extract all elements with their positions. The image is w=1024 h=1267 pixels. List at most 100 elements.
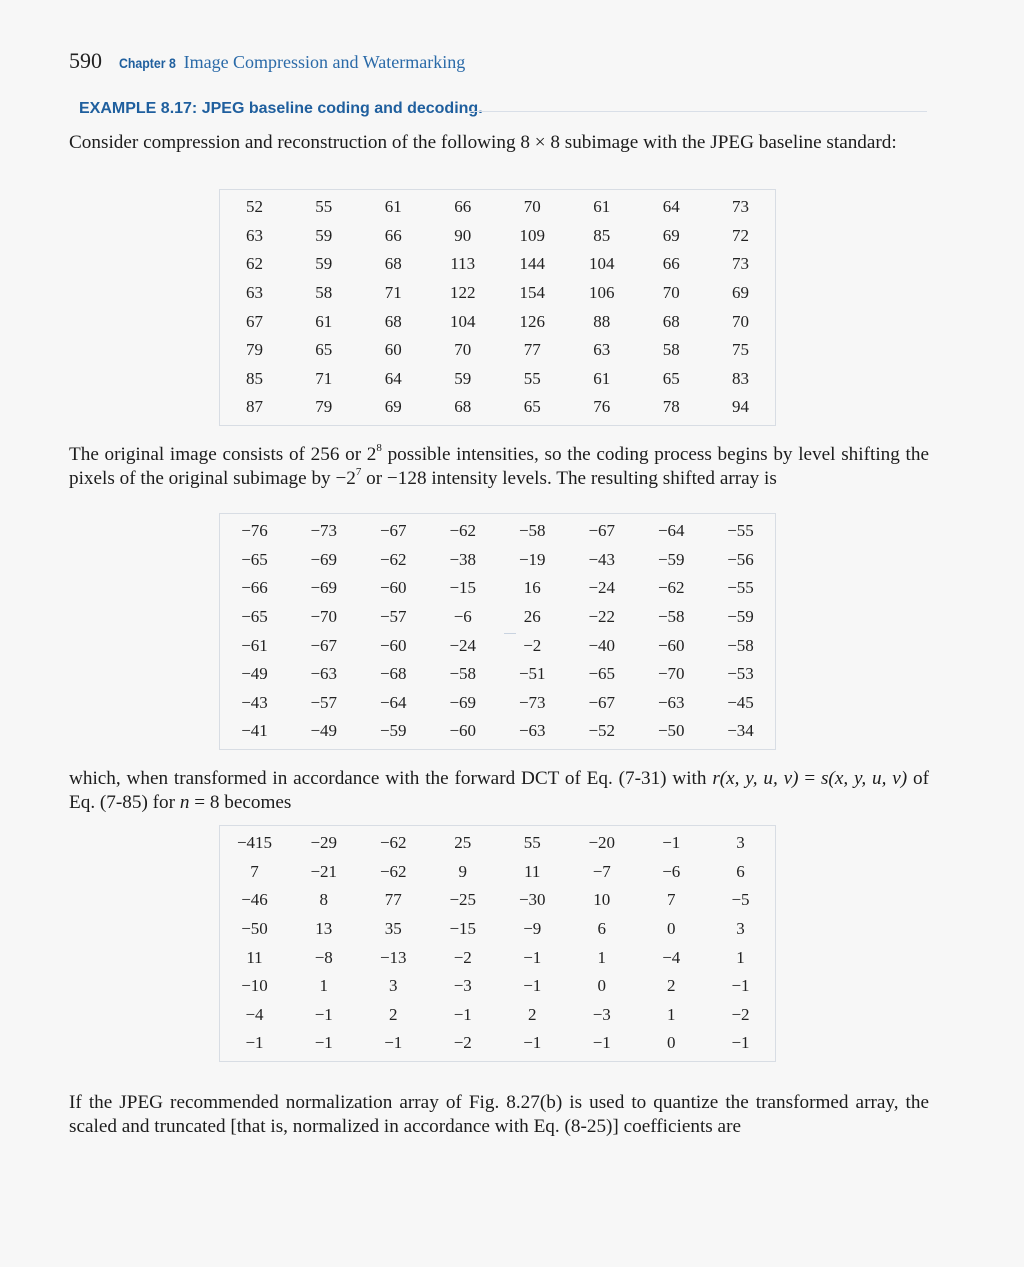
table-cell: −1: [245, 1033, 264, 1053]
table-cell: 55: [315, 197, 333, 217]
table-cell: 55: [523, 833, 541, 853]
table-cell: 59: [315, 225, 333, 245]
table-row: 79 65 60 70 77 63 58 75: [220, 336, 776, 365]
table-cell: −1: [523, 947, 542, 967]
table-cell: −53: [727, 664, 754, 684]
table-cell: 66: [454, 197, 472, 217]
table-cell: −62: [379, 549, 407, 569]
table-cell: −65: [241, 549, 268, 569]
table-cell: 3: [389, 976, 398, 996]
table-cell: −67: [588, 692, 616, 712]
table-cell: −57: [379, 607, 407, 627]
table-cell: 52: [246, 197, 263, 217]
table-cell: 67: [246, 311, 263, 331]
p2-superscript-1: 8: [376, 442, 382, 454]
table-cell: −67: [310, 635, 338, 655]
table-cell: −60: [379, 635, 407, 655]
table-cell: 2: [389, 1004, 398, 1024]
table-cell: 113: [450, 254, 476, 274]
paragraph-quantize: If the JPEG recommended normalization ar…: [69, 1092, 929, 1137]
p3-n-variable: n: [179, 791, 190, 813]
table-cell: 25: [454, 833, 472, 853]
table-cell: −76: [241, 521, 268, 541]
table-cell: −60: [657, 635, 685, 655]
table-cell: 72: [732, 225, 749, 245]
table-row: −415 −29 −62 25 55 −20 −1 3: [220, 826, 776, 858]
table-row: −66 −69 −60 −15 16 −24 −62 −55: [220, 574, 776, 603]
table-cell: 63: [246, 225, 263, 245]
table-cell: −64: [657, 521, 685, 541]
table-cell: −34: [727, 721, 754, 741]
table-row: −46 8 77 −25 −30 10 7 −5: [220, 886, 776, 915]
table-cell: 62: [246, 254, 263, 274]
table-cell: −1: [523, 976, 542, 996]
table-cell: 61: [315, 311, 333, 331]
example-title: EXAMPLE 8.17: JPEG baseline coding and d…: [79, 100, 483, 117]
table-cell: 79: [246, 340, 263, 360]
table-cell: −65: [588, 664, 616, 684]
table-cell: −65: [241, 607, 268, 627]
table-cell: −56: [727, 549, 754, 569]
dct-coefficients-table: −415 −29 −62 25 55 −20 −1 3 7 −21 −62 9 11 −7 −6 6 −46 8 7…: [219, 825, 776, 1062]
paragraph-dct: which, when transformed in accordance wi…: [69, 767, 929, 814]
table-cell: 9: [458, 861, 468, 881]
table-row: 63 59 66 90 109 85 69 72: [220, 222, 776, 251]
table-cell: −3: [453, 976, 472, 996]
table-cell: −22: [588, 607, 616, 627]
table-cell: 1: [319, 976, 329, 996]
table-cell: 35: [384, 919, 402, 939]
table-cell: −55: [727, 521, 754, 541]
table-cell: 11: [246, 947, 263, 967]
table-cell: 63: [593, 340, 611, 360]
table-cell: −63: [657, 692, 685, 712]
page-header: 590 Chapter 8 Image Compression and Wate…: [69, 48, 465, 74]
table-cell: 3: [736, 919, 745, 939]
table-cell: 64: [662, 197, 680, 217]
table-cell: −59: [379, 721, 407, 741]
table-cell: 13: [315, 919, 333, 939]
table-cell: 144: [519, 254, 546, 274]
table-row: 63 58 71 122 154 106 70 69: [220, 279, 776, 308]
table-row: −43 −57 −64 −69 −73 −67 −63 −45: [220, 689, 776, 718]
table-cell: −21: [310, 861, 338, 881]
page-number: 590: [69, 48, 102, 73]
table-cell: −4: [245, 1004, 264, 1024]
table-cell: −58: [657, 607, 685, 627]
table-row: 67 61 68 104 126 88 68 70: [220, 307, 776, 336]
table-cell: 73: [732, 254, 749, 274]
table-cell: −62: [449, 521, 477, 541]
table-row: −50 13 35 −15 −9 6 0 3: [220, 915, 776, 944]
table-cell: −49: [241, 664, 268, 684]
table-row: −49 −63 −68 −58 −51 −65 −70 −53: [220, 660, 776, 689]
table-cell: −57: [310, 692, 338, 712]
table-cell: 79: [315, 397, 333, 417]
table-cell: 122: [450, 283, 476, 303]
table-cell: 16: [523, 578, 541, 598]
table-cell: −15: [449, 578, 477, 598]
table-cell: −3: [592, 1004, 611, 1024]
table-cell: 55: [523, 368, 541, 388]
table-cell: −60: [449, 721, 477, 741]
table-cell: 3: [736, 833, 745, 853]
table-cell: −1: [731, 976, 750, 996]
table-row: 52 55 61 66 70 61 64 73: [220, 190, 776, 222]
paragraph-level-shift: The original image consists of 256 or 28…: [69, 443, 929, 490]
table-cell: −1: [314, 1004, 333, 1024]
table-cell: −52: [588, 721, 616, 741]
table-cell: 94: [732, 397, 749, 417]
example-divider: [469, 111, 927, 112]
table-cell: −15: [449, 919, 477, 939]
table-cell: −66: [241, 578, 268, 598]
table-cell: 68: [662, 311, 680, 331]
table-cell: −46: [241, 890, 268, 910]
table-cell: −29: [310, 833, 338, 853]
table-cell: 65: [662, 368, 680, 388]
table-cell: 70: [523, 197, 541, 217]
table-cell: 83: [732, 368, 749, 388]
table-cell: 0: [667, 919, 676, 939]
table-cell: 64: [384, 368, 402, 388]
table-cell: −51: [518, 664, 546, 684]
table-cell: 78: [662, 397, 680, 417]
table-cell: −41: [241, 721, 268, 741]
table-cell: 26: [523, 607, 541, 627]
